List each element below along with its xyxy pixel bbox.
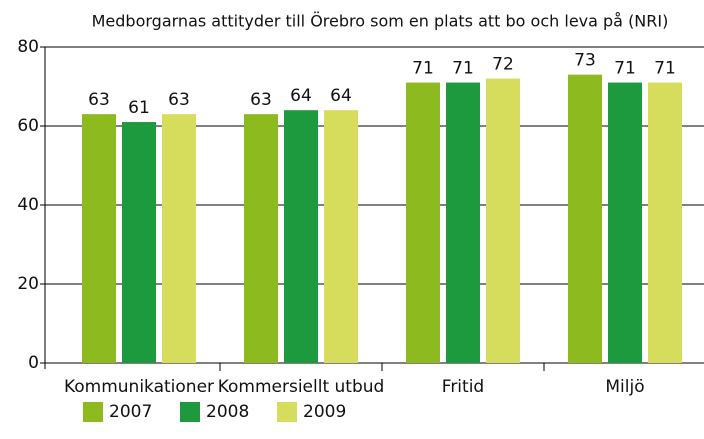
bar xyxy=(446,82,480,364)
legend-swatch xyxy=(83,402,103,422)
legend-label: 2007 xyxy=(109,402,152,422)
bar xyxy=(82,114,116,364)
y-tick-label: 0 xyxy=(28,353,39,373)
legend-swatch xyxy=(277,402,297,422)
legend-label: 2008 xyxy=(206,402,249,422)
bar xyxy=(162,114,196,364)
legend-swatch xyxy=(180,402,200,422)
data-label: 71 xyxy=(614,59,636,79)
x-tick-label: Fritid xyxy=(442,377,484,397)
y-tick-label: 20 xyxy=(17,274,39,294)
data-label: 63 xyxy=(88,90,110,110)
y-tick-label: 60 xyxy=(17,116,39,136)
bar xyxy=(648,82,682,364)
bar xyxy=(608,82,642,364)
bar xyxy=(244,114,278,364)
x-tick-label: Miljö xyxy=(605,377,644,397)
data-label: 71 xyxy=(452,59,474,79)
bar xyxy=(406,82,440,364)
data-label: 71 xyxy=(654,59,676,79)
data-label: 71 xyxy=(412,59,434,79)
bar xyxy=(568,74,602,364)
legend-label: 2009 xyxy=(303,402,346,422)
y-tick-label: 80 xyxy=(17,37,39,57)
y-tick-label: 40 xyxy=(17,195,39,215)
chart-title: Medborgarnas attityder till Örebro som e… xyxy=(92,12,669,31)
data-label: 72 xyxy=(492,55,514,75)
data-label: 64 xyxy=(330,86,352,106)
bar xyxy=(486,78,520,363)
bar xyxy=(324,110,358,363)
data-label: 73 xyxy=(574,51,596,71)
data-label: 64 xyxy=(290,86,312,106)
data-label: 61 xyxy=(128,98,150,118)
x-tick-label: Kommunikationer xyxy=(64,377,214,397)
bar xyxy=(122,122,156,363)
data-label: 63 xyxy=(250,90,272,110)
bar xyxy=(284,110,318,363)
data-label: 63 xyxy=(168,90,190,110)
x-tick-label: Kommersiellt utbud xyxy=(218,377,385,397)
